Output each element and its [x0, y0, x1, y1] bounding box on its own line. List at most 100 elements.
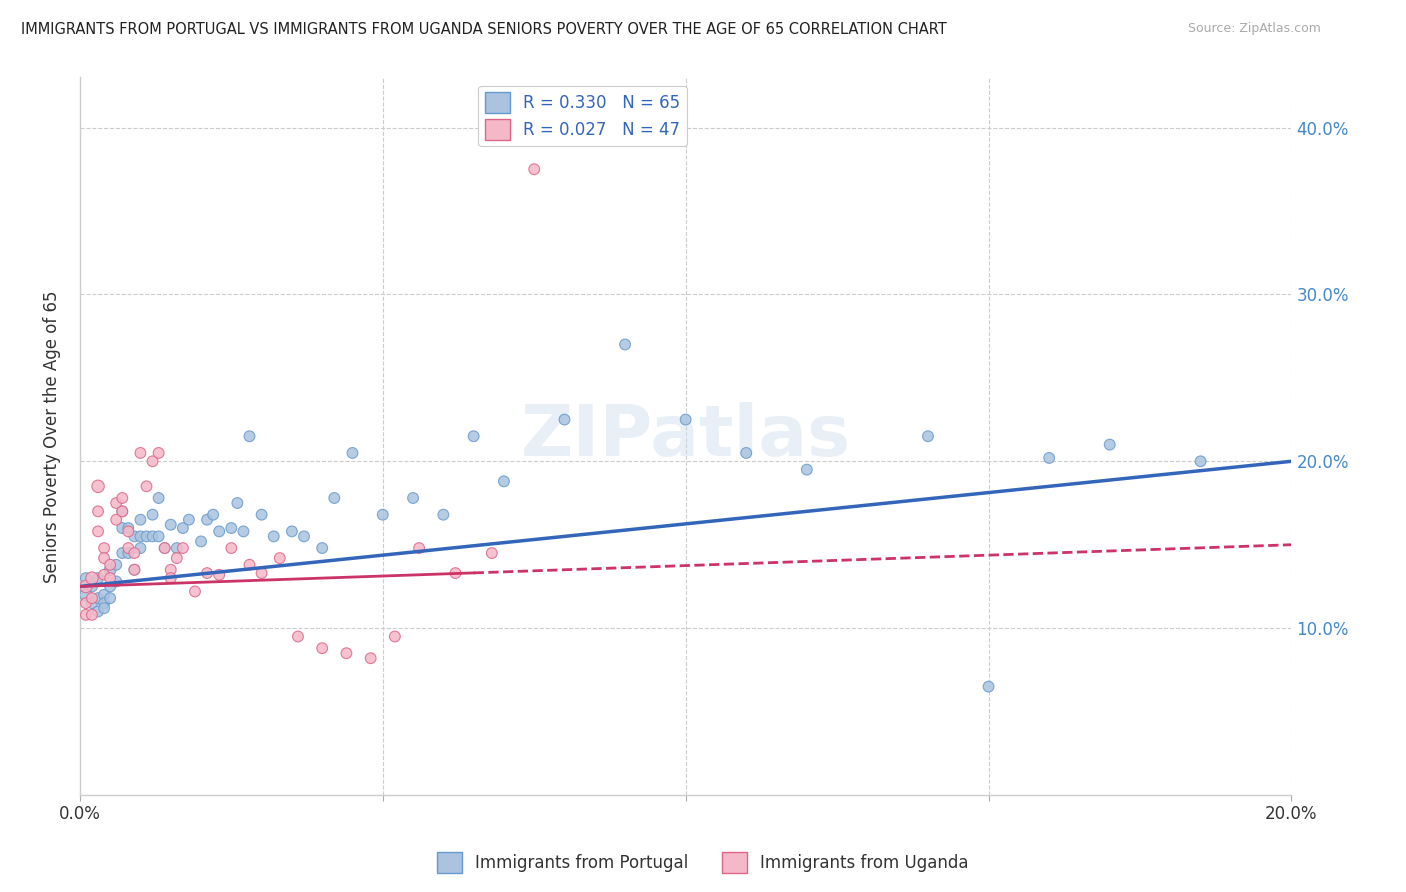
Point [238, 558, 260, 572]
Text: IMMIGRANTS FROM PORTUGAL VS IMMIGRANTS FROM UGANDA SENIORS POVERTY OVER THE AGE : IMMIGRANTS FROM PORTUGAL VS IMMIGRANTS F… [21, 22, 946, 37]
Point [93, 596, 115, 610]
Point [177, 513, 200, 527]
Point [481, 546, 503, 560]
Point [129, 529, 152, 543]
Point [166, 541, 188, 555]
Point [311, 541, 333, 555]
Point [80, 579, 103, 593]
Point [129, 446, 152, 460]
Point [159, 517, 181, 532]
Point [172, 541, 194, 555]
Point [80, 571, 103, 585]
Legend: Immigrants from Portugal, Immigrants from Uganda: Immigrants from Portugal, Immigrants fro… [430, 846, 976, 880]
Point [75, 571, 97, 585]
Point [402, 491, 425, 505]
Point [87, 591, 110, 606]
Point [142, 508, 165, 522]
Point [87, 524, 110, 539]
Point [75, 579, 97, 593]
Point [98, 571, 121, 585]
Point [190, 534, 212, 549]
Point [184, 584, 207, 599]
Point [105, 558, 128, 572]
Point [281, 524, 304, 539]
Point [129, 541, 152, 555]
Point [408, 541, 430, 555]
Point [269, 551, 291, 566]
Point [93, 588, 115, 602]
Point [111, 521, 134, 535]
Point [523, 162, 546, 177]
Legend: R = 0.330   N = 65, R = 0.027   N = 47: R = 0.330 N = 65, R = 0.027 N = 47 [478, 86, 688, 146]
Point [323, 491, 346, 505]
Point [159, 563, 181, 577]
Point [111, 491, 134, 505]
Point [80, 596, 103, 610]
Y-axis label: Seniors Poverty Over the Age of 65: Seniors Poverty Over the Age of 65 [44, 290, 60, 582]
Point [80, 607, 103, 622]
Point [371, 508, 394, 522]
Point [287, 630, 309, 644]
Point [360, 651, 382, 665]
Point [232, 524, 254, 539]
Point [202, 508, 225, 522]
Point [117, 546, 139, 560]
Point [93, 551, 115, 566]
Point [93, 567, 115, 582]
Point [208, 567, 231, 582]
Point [87, 504, 110, 518]
Point [221, 521, 243, 535]
Point [263, 529, 285, 543]
Point [153, 541, 176, 555]
Point [142, 529, 165, 543]
Point [553, 412, 575, 426]
Point [87, 605, 110, 619]
Point [135, 529, 157, 543]
Point [153, 541, 176, 555]
Point [129, 513, 152, 527]
Point [98, 591, 121, 606]
Point [796, 462, 818, 476]
Point [111, 504, 134, 518]
Point [208, 524, 231, 539]
Point [221, 541, 243, 555]
Point [735, 446, 758, 460]
Point [159, 571, 181, 585]
Point [87, 571, 110, 585]
Text: Source: ZipAtlas.com: Source: ZipAtlas.com [1188, 22, 1322, 36]
Point [917, 429, 939, 443]
Point [80, 591, 103, 606]
Point [75, 596, 97, 610]
Point [93, 541, 115, 555]
Point [384, 630, 406, 644]
Point [124, 546, 146, 560]
Point [124, 529, 146, 543]
Point [195, 566, 218, 580]
Point [195, 513, 218, 527]
Point [292, 529, 315, 543]
Point [463, 429, 485, 443]
Point [250, 566, 273, 580]
Point [342, 446, 364, 460]
Point [87, 479, 110, 493]
Point [226, 496, 249, 510]
Point [117, 524, 139, 539]
Point [1038, 450, 1060, 465]
Point [977, 680, 1000, 694]
Point [111, 504, 134, 518]
Point [105, 496, 128, 510]
Point [614, 337, 637, 351]
Point [444, 566, 467, 580]
Point [142, 454, 165, 468]
Point [105, 513, 128, 527]
Point [93, 601, 115, 615]
Point [432, 508, 454, 522]
Point [117, 541, 139, 555]
Point [135, 479, 157, 493]
Point [335, 646, 357, 660]
Point [117, 521, 139, 535]
Point [675, 412, 697, 426]
Point [166, 551, 188, 566]
Point [148, 529, 170, 543]
Point [111, 546, 134, 560]
